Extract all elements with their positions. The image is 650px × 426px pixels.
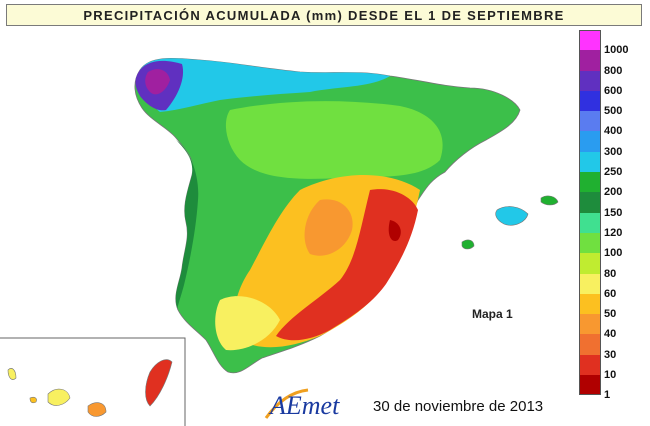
legend-swatch xyxy=(579,111,601,132)
legend-swatch xyxy=(579,30,601,51)
legend-row: 150 xyxy=(579,192,641,219)
legend-swatch xyxy=(579,273,601,294)
title-banner: PRECIPITACIÓN ACUMULADA (mm) DESDE EL 1 … xyxy=(6,4,642,26)
ibiza xyxy=(461,239,475,250)
legend-row: 60 xyxy=(579,273,641,300)
legend-row: 300 xyxy=(579,131,641,158)
legend-label: 600 xyxy=(604,84,623,97)
legend-swatch xyxy=(579,151,601,173)
map-number-label: Mapa 1 xyxy=(472,307,513,321)
tenerife xyxy=(47,388,71,406)
legend-row: 50 xyxy=(579,293,641,320)
legend-label: 120 xyxy=(604,226,623,239)
legend-swatch xyxy=(579,50,601,71)
legend-row: 100 xyxy=(579,232,641,259)
legend-label: 400 xyxy=(604,125,623,138)
legend-swatch xyxy=(579,253,601,274)
legend-row: 250 xyxy=(579,151,641,178)
legend-swatch xyxy=(579,232,601,254)
lanzarote-fuerteventura xyxy=(145,359,173,407)
legend-label: 10 xyxy=(604,369,617,382)
legend-swatch xyxy=(579,354,601,376)
legend-label: 50 xyxy=(604,308,617,321)
legend-swatch xyxy=(579,293,601,315)
legend-label: 200 xyxy=(604,186,623,199)
legend-label: 150 xyxy=(604,206,623,219)
legend-swatch xyxy=(579,192,601,213)
legend-label: 80 xyxy=(604,267,617,280)
legend-row: 800 xyxy=(579,50,641,77)
legend-row: 600 xyxy=(579,70,641,97)
legend-row: 500 xyxy=(579,90,641,117)
legend-row: 1000 xyxy=(579,30,641,56)
la-palma xyxy=(7,368,17,380)
legend-swatch xyxy=(579,212,601,233)
logo-swoosh xyxy=(264,388,309,419)
central-light-green xyxy=(225,101,443,179)
menorca xyxy=(540,195,559,206)
legend-swatch xyxy=(579,90,601,112)
legend-swatch xyxy=(579,334,601,355)
legend-swatch xyxy=(579,375,601,396)
legend-swatch xyxy=(579,314,601,335)
southeast-dark-red xyxy=(388,220,401,242)
legend-label: 1000 xyxy=(604,44,629,57)
north-wet-zone xyxy=(139,58,390,112)
map-title: PRECIPITACIÓN ACUMULADA (mm) DESDE EL 1 … xyxy=(83,7,565,23)
legend-label: 100 xyxy=(604,247,623,260)
legend-label: 500 xyxy=(604,105,623,118)
mallorca xyxy=(495,206,529,226)
legend-swatch xyxy=(579,70,601,91)
southeast-red-zone xyxy=(276,189,418,341)
aemet-logo: AEmet xyxy=(264,388,340,420)
legend-label: 800 xyxy=(604,64,623,77)
legend: 1000 800 600 500 400 300 250 200 150 120 100 80 60 50… xyxy=(579,30,641,401)
legend-label: 300 xyxy=(604,145,623,158)
logo-text: AEmet xyxy=(268,391,340,420)
legend-label: 40 xyxy=(604,328,617,341)
legend-label: 60 xyxy=(604,287,617,300)
legend-swatch xyxy=(579,172,601,193)
legend-row: 80 xyxy=(579,253,641,280)
legend-row: 30 xyxy=(579,334,641,361)
legend-row: 40 xyxy=(579,314,641,340)
gran-canaria xyxy=(87,402,107,417)
legend-row: 120 xyxy=(579,212,641,239)
legend-row: 400 xyxy=(579,111,641,137)
legend-row: 200 xyxy=(579,172,641,198)
map-date: 30 de noviembre de 2013 xyxy=(373,398,544,415)
southeast-orange-zone xyxy=(304,199,353,256)
galicia-core xyxy=(145,69,170,95)
legend-row: 1 xyxy=(579,375,641,401)
legend-row: 10 xyxy=(579,354,641,381)
legend-label: 250 xyxy=(604,166,623,179)
canary-inset-frame xyxy=(0,337,186,426)
legend-swatch xyxy=(579,131,601,152)
south-yellow-zone xyxy=(215,296,280,351)
legend-label: 1 xyxy=(604,389,611,402)
west-dark-green xyxy=(175,140,199,310)
legend-label: 30 xyxy=(604,348,617,361)
la-gomera xyxy=(29,396,37,404)
